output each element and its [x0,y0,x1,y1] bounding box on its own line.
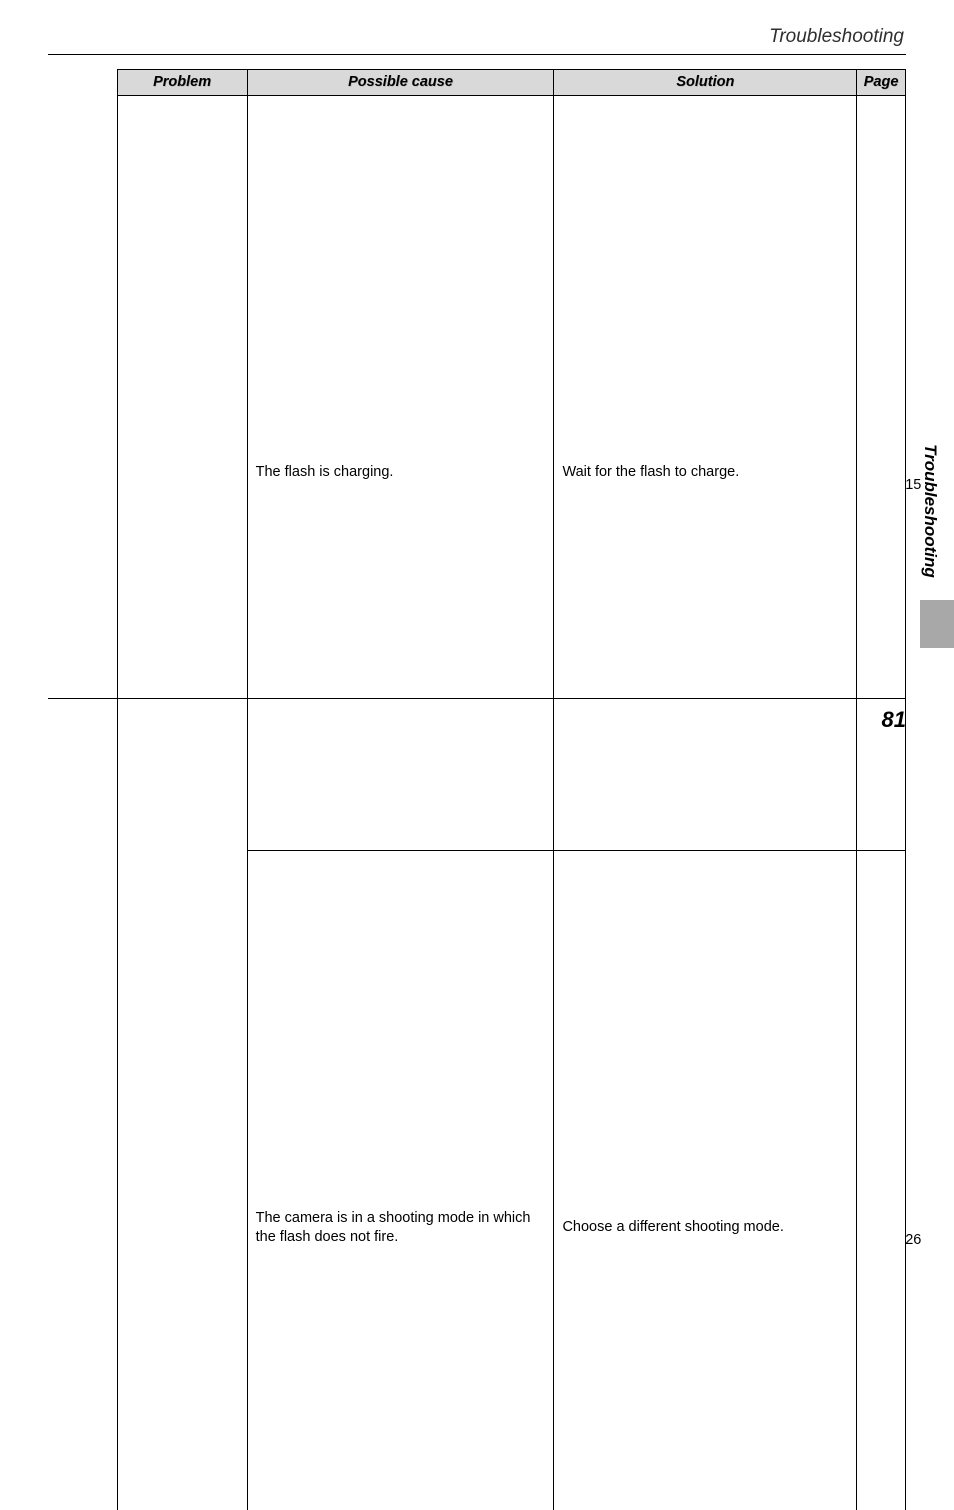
page-title: Troubleshooting [48,26,904,48]
side-tab-marker [920,600,954,648]
solution-cell: Choose a different shooting mode. [554,850,857,1510]
col-problem: Problem [117,70,247,96]
side-tab-label: Troubleshooting [920,438,940,578]
col-category [48,70,117,96]
solution-cell: Wait for the flash to charge. [554,95,857,850]
manual-page: Troubleshooting Problem Possible cause S… [0,0,954,755]
side-tab: Troubleshooting [920,438,954,698]
category-cell: Flash [48,95,117,1510]
page-cell: 26 [857,850,906,1510]
troubleshooting-table: Problem Possible cause Solution Page Fla… [48,69,906,1510]
col-page: Page [857,70,906,96]
cause-cell: The camera is in a shooting mode in whic… [247,850,554,1510]
header-rule [48,54,906,55]
table-body: FlashThe flash does not fire.The flash i… [48,95,906,1510]
page-cell: 15 [857,95,906,850]
col-solution: Solution [554,70,857,96]
col-cause: Possible cause [247,70,554,96]
table-row: FlashThe flash does not fire.The flash i… [48,95,906,850]
cause-cell: The flash is charging. [247,95,554,850]
footer-rule [48,698,906,699]
problem-cell: The flash does not fire. [117,95,247,1510]
page-number: 81 [882,707,906,733]
table-header-row: Problem Possible cause Solution Page [48,70,906,96]
